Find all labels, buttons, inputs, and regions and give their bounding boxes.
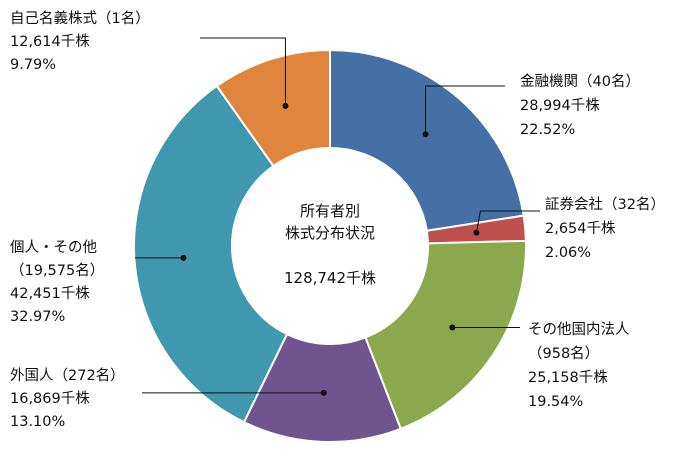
slice-percent: 9.79% — [10, 57, 56, 73]
slice-percent: 13.10% — [10, 414, 65, 430]
slice-value: 2,654千株 — [545, 220, 616, 237]
center-label: 所有者別 株式分布状況 128,742千株 — [284, 202, 376, 287]
slice-count: （19,575名） — [10, 262, 104, 279]
slice-name: 個人・その他 — [10, 239, 97, 256]
slice-name: 外国人（272名） — [10, 367, 125, 384]
leader-lines — [135, 37, 540, 396]
leader-line-financial-institutions — [425, 85, 505, 135]
slice-label-foreigners: 外国人（272名） 16,869千株 13.10% — [10, 367, 125, 430]
slice-label-securities-companies: 証券会社（32名） 2,654千株 2.06% — [545, 196, 665, 261]
slice-financial-institutions — [329, 48, 525, 232]
slice-percent: 2.06% — [545, 245, 591, 261]
slice-other-domestic-corporations — [364, 239, 527, 431]
slice-percent: 19.54% — [528, 394, 583, 410]
slice-individuals-other — [133, 84, 289, 424]
slice-value: 42,451千株 — [10, 285, 90, 302]
leader-dot-treasury-stock — [282, 102, 289, 109]
slice-value: 25,158千株 — [528, 369, 608, 386]
center-title-line1: 所有者別 — [300, 202, 360, 220]
slice-label-other-domestic-corporations: その他国内法人 （958名） 25,158千株 19.54% — [528, 321, 630, 410]
leader-dot-securities-companies — [473, 229, 480, 236]
slice-label-treasury-stock: 自己名義株式（1名） 12,614千株 9.79% — [10, 10, 150, 73]
leader-line-treasury-stock — [200, 37, 286, 106]
slice-value: 28,994千株 — [520, 97, 600, 114]
slice-name: 証券会社（32名） — [545, 196, 665, 213]
leader-dot-individuals-other — [180, 254, 187, 261]
donut-slices — [133, 48, 527, 443]
leader-dot-other-domestic-corporations — [449, 324, 456, 331]
slice-label-financial-institutions: 金融機関（40名） 28,994千株 22.52% — [520, 73, 640, 138]
slice-value: 12,614千株 — [10, 33, 90, 50]
slice-count: （958名） — [528, 345, 599, 362]
center-total: 128,742千株 — [284, 269, 376, 287]
slice-percent: 32.97% — [10, 309, 65, 325]
slice-value: 16,869千株 — [10, 390, 90, 407]
leader-dot-financial-institutions — [422, 131, 429, 138]
leader-line-securities-companies — [475, 210, 540, 233]
slice-percent: 22.52% — [520, 122, 575, 138]
leader-dot-foreigners — [320, 389, 327, 396]
slice-name: 自己名義株式（1名） — [10, 10, 150, 27]
slice-label-individuals-other: 個人・その他 （19,575名） 42,451千株 32.97% — [10, 239, 104, 325]
slice-name: 金融機関（40名） — [520, 73, 640, 90]
slice-name: その他国内法人 — [528, 321, 630, 338]
center-title-line2: 株式分布状況 — [285, 224, 375, 242]
slice-treasury-stock — [215, 48, 331, 168]
